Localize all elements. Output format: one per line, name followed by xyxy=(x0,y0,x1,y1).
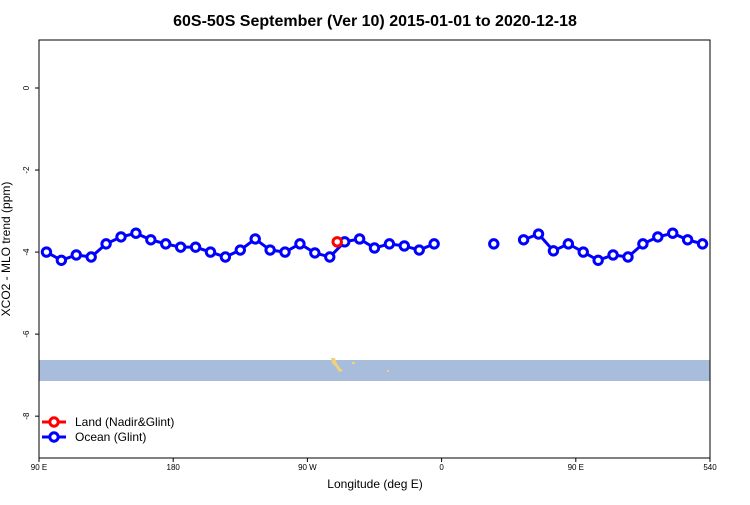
series-point xyxy=(413,244,425,256)
series-point xyxy=(547,245,560,257)
x-tick-label: 90 W xyxy=(298,463,317,472)
series-point xyxy=(115,231,127,243)
series-point xyxy=(145,234,157,246)
series-point xyxy=(577,246,589,258)
series-point xyxy=(294,238,306,250)
y-tick-label: -4 xyxy=(22,248,31,256)
series-point xyxy=(279,246,291,258)
series-point xyxy=(667,227,679,239)
y-axis-label: XCO2 - MLO trend (ppm) xyxy=(0,182,13,317)
series-point xyxy=(40,246,53,258)
series-point xyxy=(637,238,649,250)
plot-frame xyxy=(38,39,711,459)
series-point xyxy=(532,228,545,240)
series-point xyxy=(488,238,500,250)
series-point xyxy=(130,227,142,239)
series-point xyxy=(70,249,82,261)
legend-marker xyxy=(48,416,60,428)
x-axis-label: Longitude (deg E) xyxy=(327,477,422,491)
series-point xyxy=(85,251,97,263)
y-tick-label: -8 xyxy=(22,412,31,420)
series-point xyxy=(249,233,261,245)
series-point xyxy=(652,231,664,243)
series-point xyxy=(264,244,276,256)
series-point xyxy=(353,233,366,245)
series-point xyxy=(324,251,336,263)
series-point xyxy=(174,241,187,253)
y-tick-label: -2 xyxy=(22,166,31,174)
series-point xyxy=(234,244,247,256)
series-point xyxy=(219,251,232,263)
x-tick-label: 90 E xyxy=(31,463,47,472)
series-point xyxy=(204,246,217,258)
series-point xyxy=(160,238,172,250)
series-point xyxy=(517,234,530,246)
chart-title: 60S-50S September (Ver 10) 2015-01-01 to… xyxy=(173,13,577,30)
y-tick-label: 0 xyxy=(22,85,31,90)
series-point xyxy=(398,240,411,252)
x-tick-label: 540 xyxy=(703,463,717,472)
legend-marker xyxy=(48,431,60,443)
map-strip xyxy=(39,360,710,381)
series-point xyxy=(681,234,694,246)
x-tick-label: 90 E xyxy=(568,463,584,472)
legend-label: Land (Nadir&Glint) xyxy=(75,415,174,429)
y-tick-label: -6 xyxy=(22,330,31,338)
series-point xyxy=(189,241,202,253)
series-point xyxy=(696,238,709,250)
series-point xyxy=(607,249,619,261)
series-point xyxy=(622,251,634,263)
series-point xyxy=(592,254,604,266)
x-tick-label: 0 xyxy=(439,463,444,472)
series-point xyxy=(562,238,575,250)
legend-label: Ocean (Glint) xyxy=(75,430,146,444)
series-point xyxy=(331,236,343,248)
x-tick-label: 180 xyxy=(167,463,181,472)
series-point xyxy=(309,247,321,259)
series-point xyxy=(428,238,440,250)
series-point xyxy=(100,238,112,250)
series-point xyxy=(383,238,396,250)
series-point xyxy=(368,242,381,254)
series-point xyxy=(55,254,68,266)
